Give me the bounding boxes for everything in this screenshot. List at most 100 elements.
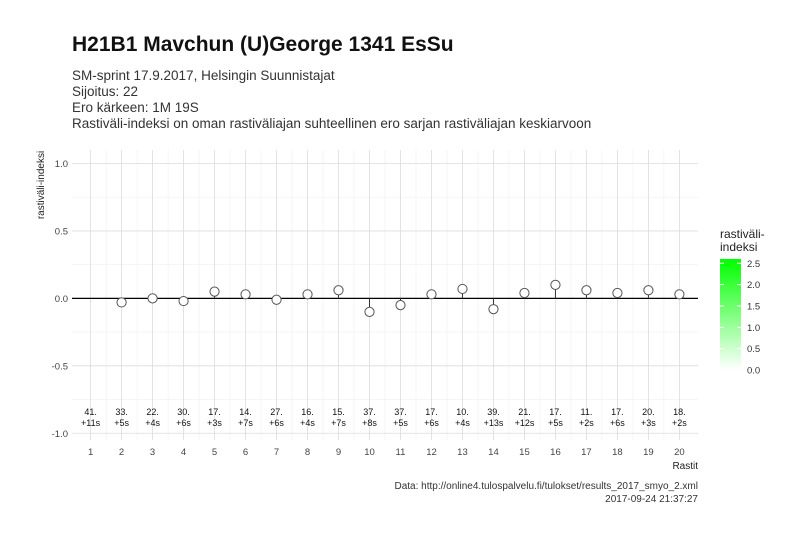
rank-label: 20.: [642, 407, 655, 417]
rank-label: 11.: [581, 407, 593, 417]
rank-label: 37.: [394, 407, 407, 417]
rank-label: 15.: [332, 407, 345, 417]
legend-tick-label: 1.0: [747, 323, 760, 334]
x-tick-label: 20: [674, 447, 685, 458]
rank-label: 18.: [673, 407, 686, 417]
data-point: [519, 287, 530, 299]
subtitle-gap: Ero kärkeen: 1M 19S: [72, 100, 199, 115]
data-point: [147, 293, 158, 304]
diff-label: +6s: [610, 418, 625, 428]
rank-label: 17.: [425, 407, 438, 417]
legend-tick-label: 1.5: [747, 301, 760, 312]
x-tick-label: 10: [364, 447, 375, 458]
rank-label: 39.: [487, 407, 500, 417]
diff-label: +3s: [207, 418, 222, 428]
rank-label: 17.: [208, 407, 221, 417]
x-tick-label: 12: [426, 447, 437, 458]
rank-label: 16.: [301, 407, 314, 417]
legend-colorbar: [720, 259, 741, 370]
rank-label: 41.: [84, 407, 97, 417]
diff-label: +6s: [424, 418, 439, 428]
diff-label: +4s: [455, 418, 470, 428]
legend-title: rastiväli-: [720, 227, 765, 241]
data-point: [333, 285, 344, 296]
x-tick-label: 1: [88, 447, 93, 458]
rank-label: 17.: [549, 407, 562, 417]
data-point: [395, 300, 406, 311]
data-point: [457, 283, 468, 295]
x-tick-label: 7: [274, 447, 279, 458]
data-point: [240, 289, 251, 300]
x-tick-label: 4: [181, 447, 186, 458]
diff-label: +12s: [515, 418, 535, 428]
diff-label: +2s: [672, 418, 687, 428]
data-point: [612, 287, 623, 299]
diff-label: +13s: [484, 418, 504, 428]
subtitle-description: Rastiväli-indeksi on oman rastiväliajan …: [72, 116, 592, 131]
diff-label: +5s: [114, 418, 129, 428]
diff-label: +7s: [238, 418, 253, 428]
subtitle-event: SM-sprint 17.9.2017, Helsingin Suunnista…: [72, 68, 335, 83]
data-point: [116, 297, 127, 308]
diff-label: +3s: [641, 418, 656, 428]
legend-tick-label: 2.5: [747, 259, 760, 270]
x-tick-label: 18: [612, 447, 623, 458]
diff-label: +5s: [393, 418, 408, 428]
rank-label: 14.: [239, 407, 252, 417]
diff-label: +4s: [145, 418, 160, 428]
x-tick-label: 11: [396, 447, 406, 458]
legend-title: indeksi: [720, 240, 757, 254]
y-axis-title: rastiväli-indeksi: [36, 151, 47, 219]
data-point: [271, 294, 282, 305]
diff-label: +7s: [331, 418, 346, 428]
x-tick-label: 9: [336, 447, 341, 458]
y-tick-label: 0.0: [55, 294, 68, 305]
data-source: Data: http://online4.tulospalvelu.fi/tul…: [394, 481, 698, 492]
diff-label: +6s: [269, 418, 284, 428]
x-tick-label: 19: [643, 447, 654, 458]
data-point: [643, 285, 654, 296]
diff-label: +5s: [548, 418, 563, 428]
legend-tick-label: 2.0: [747, 280, 760, 291]
x-axis-title: Rastit: [672, 461, 698, 472]
rank-label: 30.: [177, 407, 190, 417]
rank-label: 22.: [146, 407, 159, 417]
x-tick-label: 8: [305, 447, 310, 458]
y-tick-label: 1.0: [55, 159, 68, 170]
subtitle-placement: Sijoitus: 22: [72, 84, 139, 99]
data-point: [178, 295, 189, 307]
rank-label: 33.: [115, 407, 128, 417]
legend-tick-label: 0.0: [747, 366, 760, 377]
x-tick-label: 13: [457, 447, 468, 458]
y-tick-label: 0.5: [55, 226, 68, 237]
x-tick-label: 16: [550, 447, 561, 458]
data-point: [550, 279, 561, 290]
x-tick-label: 3: [150, 447, 155, 458]
data-point: [488, 304, 499, 315]
data-point: [209, 286, 220, 297]
chart-title: H21B1 Mavchun (U)George 1341 EsSu: [72, 33, 454, 56]
y-tick-label: -1.0: [52, 429, 68, 440]
x-tick-label: 6: [243, 447, 248, 458]
timestamp: 2017-09-24 21:37:27: [605, 494, 698, 505]
data-point: [674, 289, 685, 300]
x-tick-label: 15: [519, 447, 530, 458]
x-tick-label: 17: [581, 447, 592, 458]
rank-label: 37.: [363, 407, 376, 417]
rank-label: 10.: [456, 407, 469, 417]
diff-label: +8s: [362, 418, 377, 428]
rank-label: 21.: [518, 407, 531, 417]
data-point: [364, 306, 375, 317]
legend-tick-label: 0.5: [747, 344, 760, 355]
data-point: [426, 289, 437, 300]
diff-label: +4s: [300, 418, 315, 428]
y-tick-label: -0.5: [52, 361, 68, 372]
diff-label: +6s: [176, 418, 191, 428]
diff-label: +11s: [81, 418, 101, 428]
data-point: [302, 289, 313, 300]
rank-label: 17.: [611, 407, 624, 417]
x-tick-label: 14: [488, 447, 499, 458]
x-tick-label: 2: [119, 447, 124, 458]
rank-label: 27.: [270, 407, 283, 417]
